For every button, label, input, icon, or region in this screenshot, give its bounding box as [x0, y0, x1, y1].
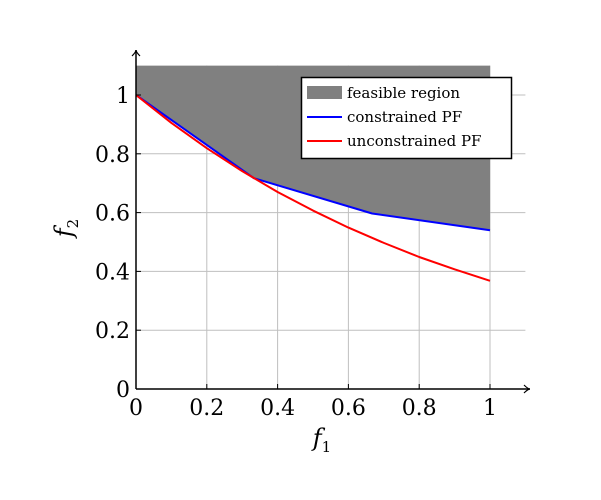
legend-label-feasible-region: feasible region	[347, 84, 460, 102]
y-tick-label: 0.2	[95, 319, 130, 344]
legend: feasible region constrained PF unconstra…	[300, 76, 513, 160]
axes	[131, 49, 531, 394]
x-tick-label: 0.2	[189, 396, 224, 421]
y-tick-label: 0.6	[95, 202, 130, 227]
x-tick-label: 0.4	[260, 396, 295, 421]
y-axis-arrow-icon	[131, 49, 141, 57]
y-axis-label: f2	[50, 219, 82, 239]
legend-swatch-feasible-region	[307, 86, 342, 99]
x-tick-label: 0.6	[331, 396, 366, 421]
y-tick-label: 0.4	[95, 260, 130, 285]
x-tick-label: 0	[129, 396, 143, 421]
series-line-unconstrained-pf	[135, 94, 491, 282]
x-axis-arrow-icon	[523, 384, 531, 394]
legend-label-unconstrained-pf: unconstrained PF	[347, 132, 481, 150]
x-tick-label: 0.8	[402, 396, 437, 421]
y-tick-label: 1	[116, 84, 130, 109]
y-tick-label: 0.8	[95, 143, 130, 168]
tick-labels: 0 0.2 0.4 0.6 0.8 1 0 0.2 0.4 0.6 0.8 1	[95, 84, 497, 421]
y-tick-label: 0	[116, 378, 130, 403]
series-line-constrained-pf	[135, 94, 491, 232]
x-tick-label: 1	[483, 396, 497, 421]
x-axis-label: f1	[311, 424, 331, 456]
legend-label-constrained-pf: constrained PF	[347, 108, 462, 126]
